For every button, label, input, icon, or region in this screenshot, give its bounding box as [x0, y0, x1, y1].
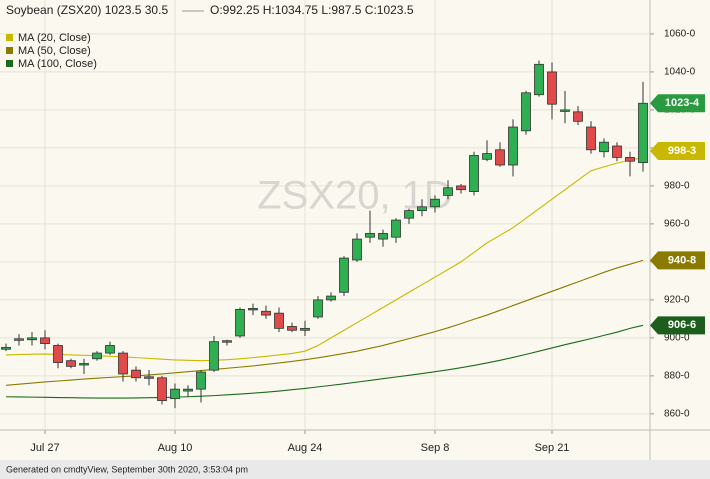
price-badge	[650, 316, 705, 335]
x-tick-label: Aug 10	[158, 442, 193, 454]
price-badge-label: 1023-4	[665, 97, 700, 109]
legend-swatch	[6, 47, 13, 54]
price-badge	[650, 141, 705, 160]
candle-body	[157, 377, 167, 401]
candle-body	[183, 388, 193, 392]
footer: Generated on cmdtyView, September 30th 2…	[6, 464, 248, 474]
candle-body	[170, 388, 180, 400]
x-tick-label: Jul 27	[30, 442, 59, 454]
x-tick-label: Sep 8	[421, 442, 450, 454]
candle-body	[79, 363, 89, 366]
candle-body	[287, 326, 297, 331]
price-badge	[650, 251, 705, 270]
legend-swatch	[6, 60, 13, 67]
candle-body	[131, 369, 141, 379]
y-tick-label: 1060-0	[664, 29, 696, 40]
legend-label: MA (50, Close)	[18, 45, 91, 57]
y-tick-label: 900-0	[664, 333, 690, 344]
candle-body	[560, 109, 570, 112]
candle-body	[417, 206, 427, 211]
candle-body	[508, 126, 518, 166]
legend-label: MA (100, Close)	[18, 58, 97, 70]
ma-line	[5, 259, 644, 386]
y-tick-label: 860-0	[664, 408, 690, 419]
candle-body	[27, 337, 37, 341]
candle-body	[1, 346, 11, 350]
candle-body	[443, 187, 453, 196]
price-badge-label: 940-8	[668, 254, 696, 266]
y-tick-label: 960-0	[664, 219, 690, 230]
candle-body	[235, 308, 245, 337]
y-tick-label: 920-0	[664, 295, 690, 306]
candle-body	[326, 295, 336, 301]
price-badge	[650, 94, 705, 113]
candle-body	[404, 210, 414, 219]
candle-body	[456, 185, 466, 191]
candle-body	[92, 352, 102, 360]
candle-body	[313, 299, 323, 318]
chart-title: Soybean (ZSX20) 1023.5 30.5	[6, 3, 168, 17]
y-tick-label: 880-0	[664, 371, 690, 382]
candle-body	[573, 111, 583, 122]
candle-body	[261, 310, 271, 316]
candle-body	[196, 371, 206, 390]
y-tick-label: 1040-0	[664, 67, 696, 78]
candle-body	[40, 337, 50, 344]
candle-body	[274, 312, 284, 329]
candle-body	[521, 92, 531, 132]
x-tick-label: Aug 24	[288, 442, 323, 454]
candle-body	[105, 345, 115, 354]
price-badge-label: 998-3	[668, 145, 696, 157]
candle-body	[144, 376, 154, 379]
candle-body	[612, 145, 622, 158]
ma-line	[5, 324, 644, 399]
footer-bar	[0, 460, 710, 479]
ma-line	[5, 156, 644, 362]
candle-body	[599, 141, 609, 153]
candle-body	[430, 198, 440, 208]
candle-body	[495, 149, 505, 166]
ohlc-text: O:992.25 H:1034.75 L:987.5 C:1023.5	[210, 3, 414, 17]
candle-body	[53, 345, 63, 363]
candle-body	[547, 71, 557, 105]
candle-body	[209, 341, 219, 371]
candle-body	[391, 219, 401, 238]
legend-swatch	[6, 34, 13, 41]
y-tick-label: 980-0	[664, 181, 690, 192]
candle-body	[352, 238, 362, 261]
candle-body	[14, 338, 24, 341]
candle-body	[339, 257, 349, 293]
x-tick-label: Sep 21	[535, 442, 570, 454]
candle-body	[625, 157, 635, 162]
candle-body	[66, 360, 76, 367]
price-badge-label: 906-6	[668, 319, 696, 331]
candle-body	[222, 340, 232, 343]
candle-body	[248, 308, 258, 311]
candle-body	[378, 232, 388, 240]
candle-body	[586, 126, 596, 151]
candle-body	[300, 327, 310, 331]
candle-body	[469, 155, 479, 192]
legend-label: MA (20, Close)	[18, 32, 91, 44]
candle-body	[638, 102, 648, 164]
candle-body	[365, 232, 375, 238]
candle-body	[534, 63, 544, 96]
candle-body	[118, 352, 128, 375]
candle-body	[482, 153, 492, 160]
